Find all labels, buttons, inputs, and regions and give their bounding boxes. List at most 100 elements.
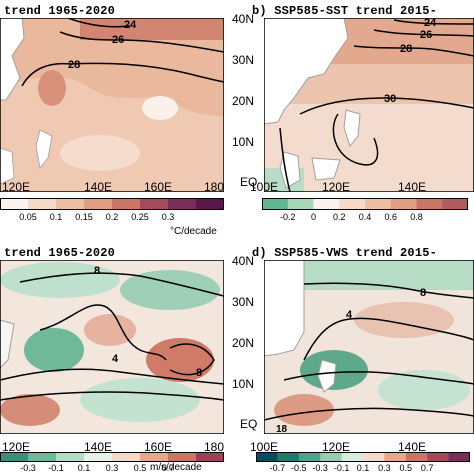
- vws_left-segment: [140, 452, 169, 462]
- panel-d-contour-mid: [283, 371, 474, 385]
- sst_right-segment: [416, 198, 443, 210]
- vws_right-tick: -0.1: [333, 463, 350, 473]
- vws_left-segment: [168, 452, 197, 462]
- vws_left-segment: [196, 452, 224, 462]
- panel-b-contour-label-24: 24: [424, 18, 437, 29]
- panel-d-map: 8 4 18: [264, 260, 474, 434]
- vws_right-segment: [448, 452, 470, 462]
- panel-c-shading: [146, 338, 214, 382]
- sst_left-segment: [140, 198, 169, 210]
- sst_right-tick: 0.2: [332, 212, 346, 222]
- panel-d-shading: [354, 302, 454, 338]
- panel-c-contour-4: [39, 304, 167, 361]
- panel-b-title: b) SSP585-SST trend 2015-: [252, 4, 438, 18]
- vws_right-segment: [363, 452, 385, 462]
- panel-b-xtick-120E: 120E: [322, 180, 351, 194]
- panel-a-landmass: [0, 18, 25, 101]
- panel-c-contour-lower-2: [0, 391, 224, 401]
- panel-b-landmass: [279, 151, 301, 189]
- panel-a-landmass: [0, 147, 15, 185]
- vws_left-tick: 0.3: [105, 463, 119, 473]
- panel-c-landmass: [0, 319, 15, 369]
- panel-b-contour-24: [393, 19, 474, 25]
- sst_right-segment: [390, 198, 417, 210]
- panel-b-contour-label-26: 26: [420, 29, 432, 41]
- vws_right-tick: -0.5: [291, 463, 307, 473]
- panel-c-contour-8-east: [169, 343, 215, 376]
- vws_right-tick: -0.3: [312, 463, 328, 473]
- panel-d-title: d) SSP585-VWS trend 2015-: [252, 246, 438, 260]
- panel-b-ytick-40N: 40N: [232, 12, 255, 26]
- panel-a-shading: [142, 96, 178, 120]
- panel-c-shading: [0, 394, 60, 426]
- panel-c-contour-lower: [0, 368, 224, 385]
- vws_right-segment: [298, 452, 321, 462]
- panel-b-ytick-EQ: EQ: [240, 175, 258, 189]
- sst_left-tick: 0.05: [19, 212, 37, 222]
- panel-b-xtick-140E: 140E: [398, 180, 427, 194]
- sst_left-tick: 0.3: [161, 212, 175, 222]
- vws_right-segment: [256, 452, 278, 462]
- vws_right-segment: [405, 452, 428, 462]
- panel-d-ytick-30N: 30N: [232, 295, 255, 309]
- sst_left-tick: 0.2: [105, 212, 119, 222]
- sst_left-segment: [28, 198, 57, 210]
- sst_right-tick: -0.2: [279, 212, 296, 222]
- vws_left-segment: [84, 452, 113, 462]
- vws_right-tick: 0.1: [356, 463, 370, 473]
- panel-c-shading: [120, 270, 220, 310]
- panel-d-xtick-140E: 140E: [398, 440, 427, 454]
- colorbar-vws-right: [256, 452, 470, 462]
- vws_left-tick: 0.5: [133, 463, 147, 473]
- vws_left-tick: 0.7: [161, 463, 175, 473]
- panel-d-landmass: [264, 260, 305, 357]
- panel-b-landmass: [264, 18, 349, 125]
- panel-a-contour-label-26: 26: [112, 34, 124, 46]
- panel-d-contour-4: [303, 317, 474, 361]
- panel-c-xtick-120E: 120E: [2, 440, 31, 454]
- panel-a-shading: [38, 70, 66, 106]
- sst_left-segment: [168, 198, 197, 210]
- panel-d-contour-label-18: 18: [276, 424, 288, 434]
- panel-a-title: trend 1965-2020: [4, 4, 116, 18]
- panel-c-shading: [0, 262, 120, 298]
- panel-c-contour-label-8-east: 8: [196, 367, 202, 379]
- panel-c-shading: [24, 328, 84, 372]
- panel-c-contour-label-8: 8: [94, 265, 100, 277]
- sst_left-segment: [0, 198, 29, 210]
- sst_left-segment: [56, 198, 85, 210]
- panel-a-contour-label-28: 28: [68, 59, 80, 71]
- panel-b-contour-30: [299, 97, 474, 115]
- panel-a-contour-28: [21, 62, 224, 87]
- panel-d-ytick-10N: 10N: [232, 377, 255, 391]
- panel-b-contour-26: [373, 29, 474, 37]
- sst_left-segment: [84, 198, 113, 210]
- panel-c-shading: [80, 378, 200, 422]
- panel-d-contour-label-4: 4: [346, 309, 353, 321]
- vws_right-tick: 0.5: [399, 463, 413, 473]
- panel-d-xtick-100E: 100E: [250, 440, 279, 454]
- vws_left-segment: [0, 452, 29, 462]
- sst_left-segment: [112, 198, 141, 210]
- panel-a-xtick-160E: 160E: [144, 180, 173, 194]
- vws_right-tick: -0.7: [269, 463, 286, 473]
- panel-a-contour-24: [67, 18, 131, 28]
- sst_right-tick: 0.4: [358, 212, 372, 222]
- panel-b-ytick-30N: 30N: [232, 53, 255, 67]
- vws_right-tick: 0.7: [420, 463, 434, 473]
- vws_right-segment: [277, 452, 300, 462]
- sst_right-segment: [365, 198, 392, 210]
- sst_left-tick: 0.1: [49, 212, 63, 222]
- colorbar-sst-left-unit: °C/decade: [170, 226, 217, 237]
- vws_left-tick: 0.1: [77, 463, 91, 473]
- panel-c-shading: [84, 314, 136, 346]
- panel-d-contour-low: [264, 407, 474, 421]
- sst_right-tick: 0.8: [410, 212, 423, 222]
- sst_right-segment: [339, 198, 366, 210]
- vws_right-segment: [341, 452, 364, 462]
- vws_right-tick: 0.3: [378, 463, 391, 473]
- panel-d-ytick-EQ: EQ: [240, 417, 258, 431]
- panel-a-contour-label-24: 24: [124, 19, 137, 31]
- panel-d-xtick-120E: 120E: [322, 440, 351, 454]
- vws_right-segment: [427, 452, 450, 462]
